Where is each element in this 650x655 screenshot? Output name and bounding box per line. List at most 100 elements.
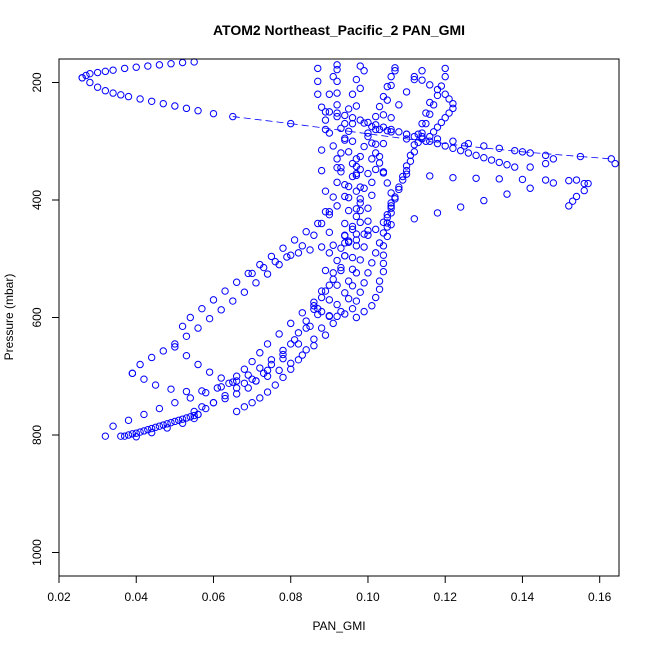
data-point xyxy=(248,375,256,383)
data-point xyxy=(229,112,237,121)
data-point xyxy=(217,374,225,382)
data-point xyxy=(449,99,457,108)
data-point xyxy=(171,398,179,407)
data-point xyxy=(433,123,442,131)
data-point xyxy=(371,140,380,148)
data-point xyxy=(93,68,102,77)
data-point xyxy=(294,340,303,348)
data-point xyxy=(302,346,310,354)
data-point xyxy=(232,407,241,416)
data-point xyxy=(449,104,457,113)
data-point xyxy=(418,129,426,137)
data-point xyxy=(132,63,140,71)
data-point xyxy=(213,384,222,392)
data-point xyxy=(433,139,442,148)
data-point xyxy=(171,417,179,426)
data-point xyxy=(375,152,384,161)
data-point xyxy=(503,161,511,169)
data-point xyxy=(155,422,164,430)
data-point xyxy=(240,365,249,373)
data-point xyxy=(526,149,534,157)
data-point xyxy=(310,305,318,313)
connector-line xyxy=(348,130,407,140)
data-point xyxy=(368,139,376,147)
data-point xyxy=(101,67,110,76)
data-point xyxy=(314,77,322,86)
data-point xyxy=(364,226,372,235)
data-point xyxy=(441,114,449,122)
data-point xyxy=(402,162,411,170)
data-point xyxy=(337,263,345,272)
data-point xyxy=(364,217,372,225)
data-point xyxy=(333,155,341,163)
data-point xyxy=(429,101,438,109)
data-point xyxy=(379,168,388,176)
data-point xyxy=(422,119,430,128)
data-point xyxy=(120,432,129,440)
data-point xyxy=(217,383,225,391)
data-point xyxy=(287,251,295,259)
data-point xyxy=(229,297,237,305)
data-point xyxy=(325,228,334,237)
data-point xyxy=(337,168,345,176)
data-point xyxy=(356,199,364,207)
data-point xyxy=(383,213,391,222)
data-point xyxy=(580,186,588,195)
data-point xyxy=(352,187,361,195)
data-point xyxy=(321,287,330,295)
data-point xyxy=(348,282,357,290)
data-point xyxy=(279,244,287,252)
data-point xyxy=(190,414,198,423)
data-point xyxy=(418,119,426,128)
data-point xyxy=(368,259,376,267)
data-point xyxy=(487,156,496,164)
data-point xyxy=(232,384,241,392)
data-point xyxy=(371,249,380,257)
data-point xyxy=(109,422,117,430)
data-point xyxy=(344,238,353,247)
data-point xyxy=(256,394,264,402)
data-point xyxy=(526,184,534,192)
data-point xyxy=(348,225,357,234)
data-point xyxy=(151,381,160,389)
y-tick-label: 1000 xyxy=(30,539,44,566)
data-point xyxy=(399,176,407,184)
data-point xyxy=(426,81,434,89)
data-point xyxy=(541,176,550,184)
data-point xyxy=(317,307,326,316)
data-point xyxy=(248,269,256,278)
data-point xyxy=(232,390,241,398)
data-point xyxy=(352,313,361,322)
data-point xyxy=(472,174,480,182)
data-point xyxy=(267,356,276,364)
data-point xyxy=(171,343,179,351)
y-tick-label: 600 xyxy=(30,307,44,327)
data-point xyxy=(128,430,137,438)
data-point xyxy=(464,139,473,148)
data-point xyxy=(321,116,330,124)
data-point xyxy=(225,379,233,387)
data-point xyxy=(337,163,345,172)
data-point xyxy=(333,163,341,172)
data-point xyxy=(298,351,307,359)
data-point xyxy=(410,72,419,81)
data-point xyxy=(337,266,345,275)
data-point xyxy=(287,319,295,328)
data-point xyxy=(426,132,434,141)
connector-line xyxy=(522,151,581,157)
data-point xyxy=(422,137,430,145)
data-point xyxy=(182,332,191,340)
data-point xyxy=(379,123,388,131)
data-point xyxy=(232,372,241,380)
data-point xyxy=(341,252,349,260)
data-point xyxy=(368,191,376,200)
data-point xyxy=(240,379,249,387)
data-point xyxy=(151,423,160,432)
data-point xyxy=(321,331,330,339)
data-point xyxy=(441,64,449,73)
data-point xyxy=(344,193,353,202)
data-point xyxy=(356,195,364,203)
data-point xyxy=(402,88,411,96)
connector-line xyxy=(464,145,523,153)
data-point xyxy=(572,192,581,201)
